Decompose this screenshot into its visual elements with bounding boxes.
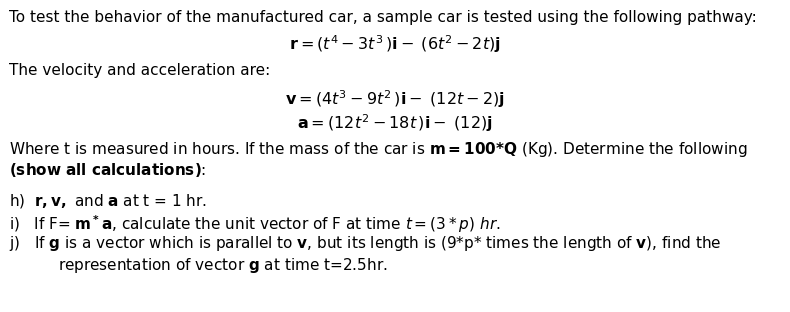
Text: $\mathbf{(show\ all\ calculations)}$:: $\mathbf{(show\ all\ calculations)}$: [9, 161, 207, 179]
Text: $\mathbf{a} = (12t^2 - 18t\,)\mathbf{i} -\; (12)\mathbf{j}$: $\mathbf{a} = (12t^2 - 18t\,)\mathbf{i} … [297, 112, 493, 134]
Text: h)  $\mathbf{r, v,}$ and $\mathbf{a}$ at t = 1 hr.: h) $\mathbf{r, v,}$ and $\mathbf{a}$ at … [9, 192, 208, 210]
Text: $\mathbf{r} = (t^4 - 3t^3\,)\mathbf{i} -\; (6t^2 - 2t)\mathbf{j}$: $\mathbf{r} = (t^4 - 3t^3\,)\mathbf{i} -… [289, 33, 501, 55]
Text: i)   If F= $\mathbf{m^*a}$, calculate the unit vector of F at time $t = (3 * p)$: i) If F= $\mathbf{m^*a}$, calculate the … [9, 213, 501, 235]
Text: Where t is measured in hours. If the mass of the car is $\mathbf{m{=}100{*}Q}$ (: Where t is measured in hours. If the mas… [9, 140, 748, 159]
Text: $\mathbf{v} = (4t^3 - 9t^2\,)\mathbf{i} -\; (12t - 2)\mathbf{j}$: $\mathbf{v} = (4t^3 - 9t^2\,)\mathbf{i} … [285, 88, 505, 110]
Text: representation of vector $\mathbf{g}$ at time t=2.5hr.: representation of vector $\mathbf{g}$ at… [58, 256, 388, 275]
Text: j)   If $\mathbf{g}$ is a vector which is parallel to $\mathbf{v}$, but its leng: j) If $\mathbf{g}$ is a vector which is … [9, 234, 722, 253]
Text: The velocity and acceleration are:: The velocity and acceleration are: [9, 63, 271, 78]
Text: To test the behavior of the manufactured car, a sample car is tested using the f: To test the behavior of the manufactured… [9, 10, 758, 25]
